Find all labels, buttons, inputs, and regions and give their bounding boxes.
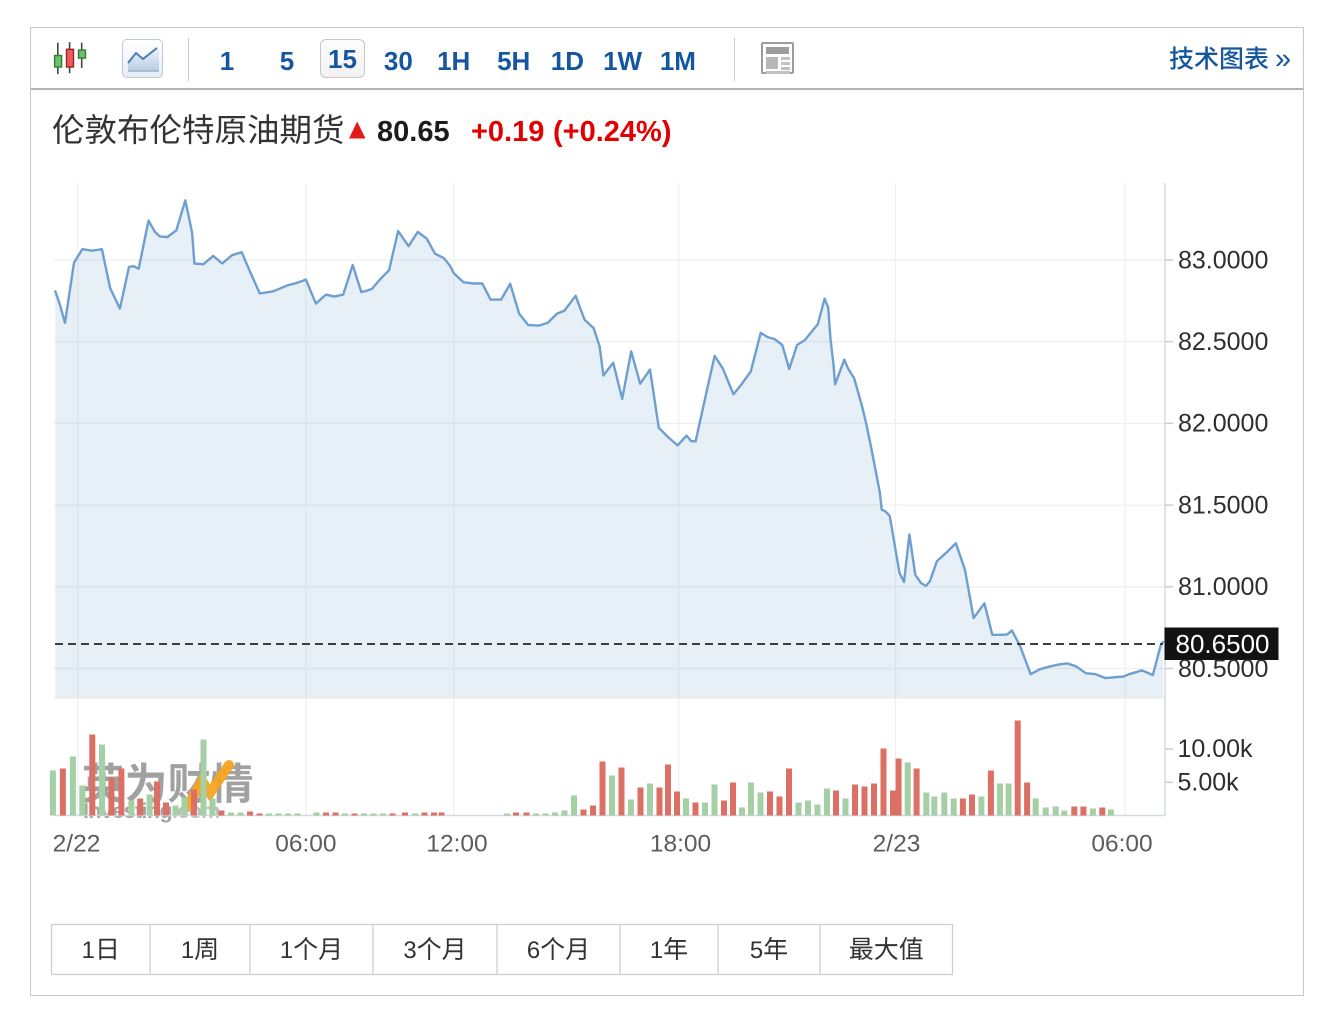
svg-text:12:00: 12:00: [426, 831, 487, 858]
svg-text:80.65: 80.65: [377, 116, 450, 148]
svg-text:10.00k: 10.00k: [1178, 735, 1254, 763]
svg-text:80.5000: 80.5000: [1178, 655, 1268, 683]
svg-text:82.5000: 82.5000: [1178, 328, 1268, 356]
svg-text:80.6500: 80.6500: [1176, 629, 1270, 659]
svg-text:06:00: 06:00: [275, 831, 336, 858]
svg-text:82.0000: 82.0000: [1178, 410, 1268, 438]
svg-text:06:00: 06:00: [1091, 831, 1152, 858]
svg-text:2/22: 2/22: [53, 831, 101, 858]
svg-text:18:00: 18:00: [650, 831, 711, 858]
svg-text:81.5000: 81.5000: [1178, 491, 1268, 519]
svg-text:5.00k: 5.00k: [1178, 769, 1240, 797]
svg-text:83.0000: 83.0000: [1178, 246, 1268, 274]
svg-text:+0.19: +0.19: [471, 116, 544, 148]
svg-text:2/23: 2/23: [873, 831, 921, 858]
svg-text:81.0000: 81.0000: [1178, 573, 1268, 601]
svg-text:(+0.24%): (+0.24%): [553, 116, 671, 148]
